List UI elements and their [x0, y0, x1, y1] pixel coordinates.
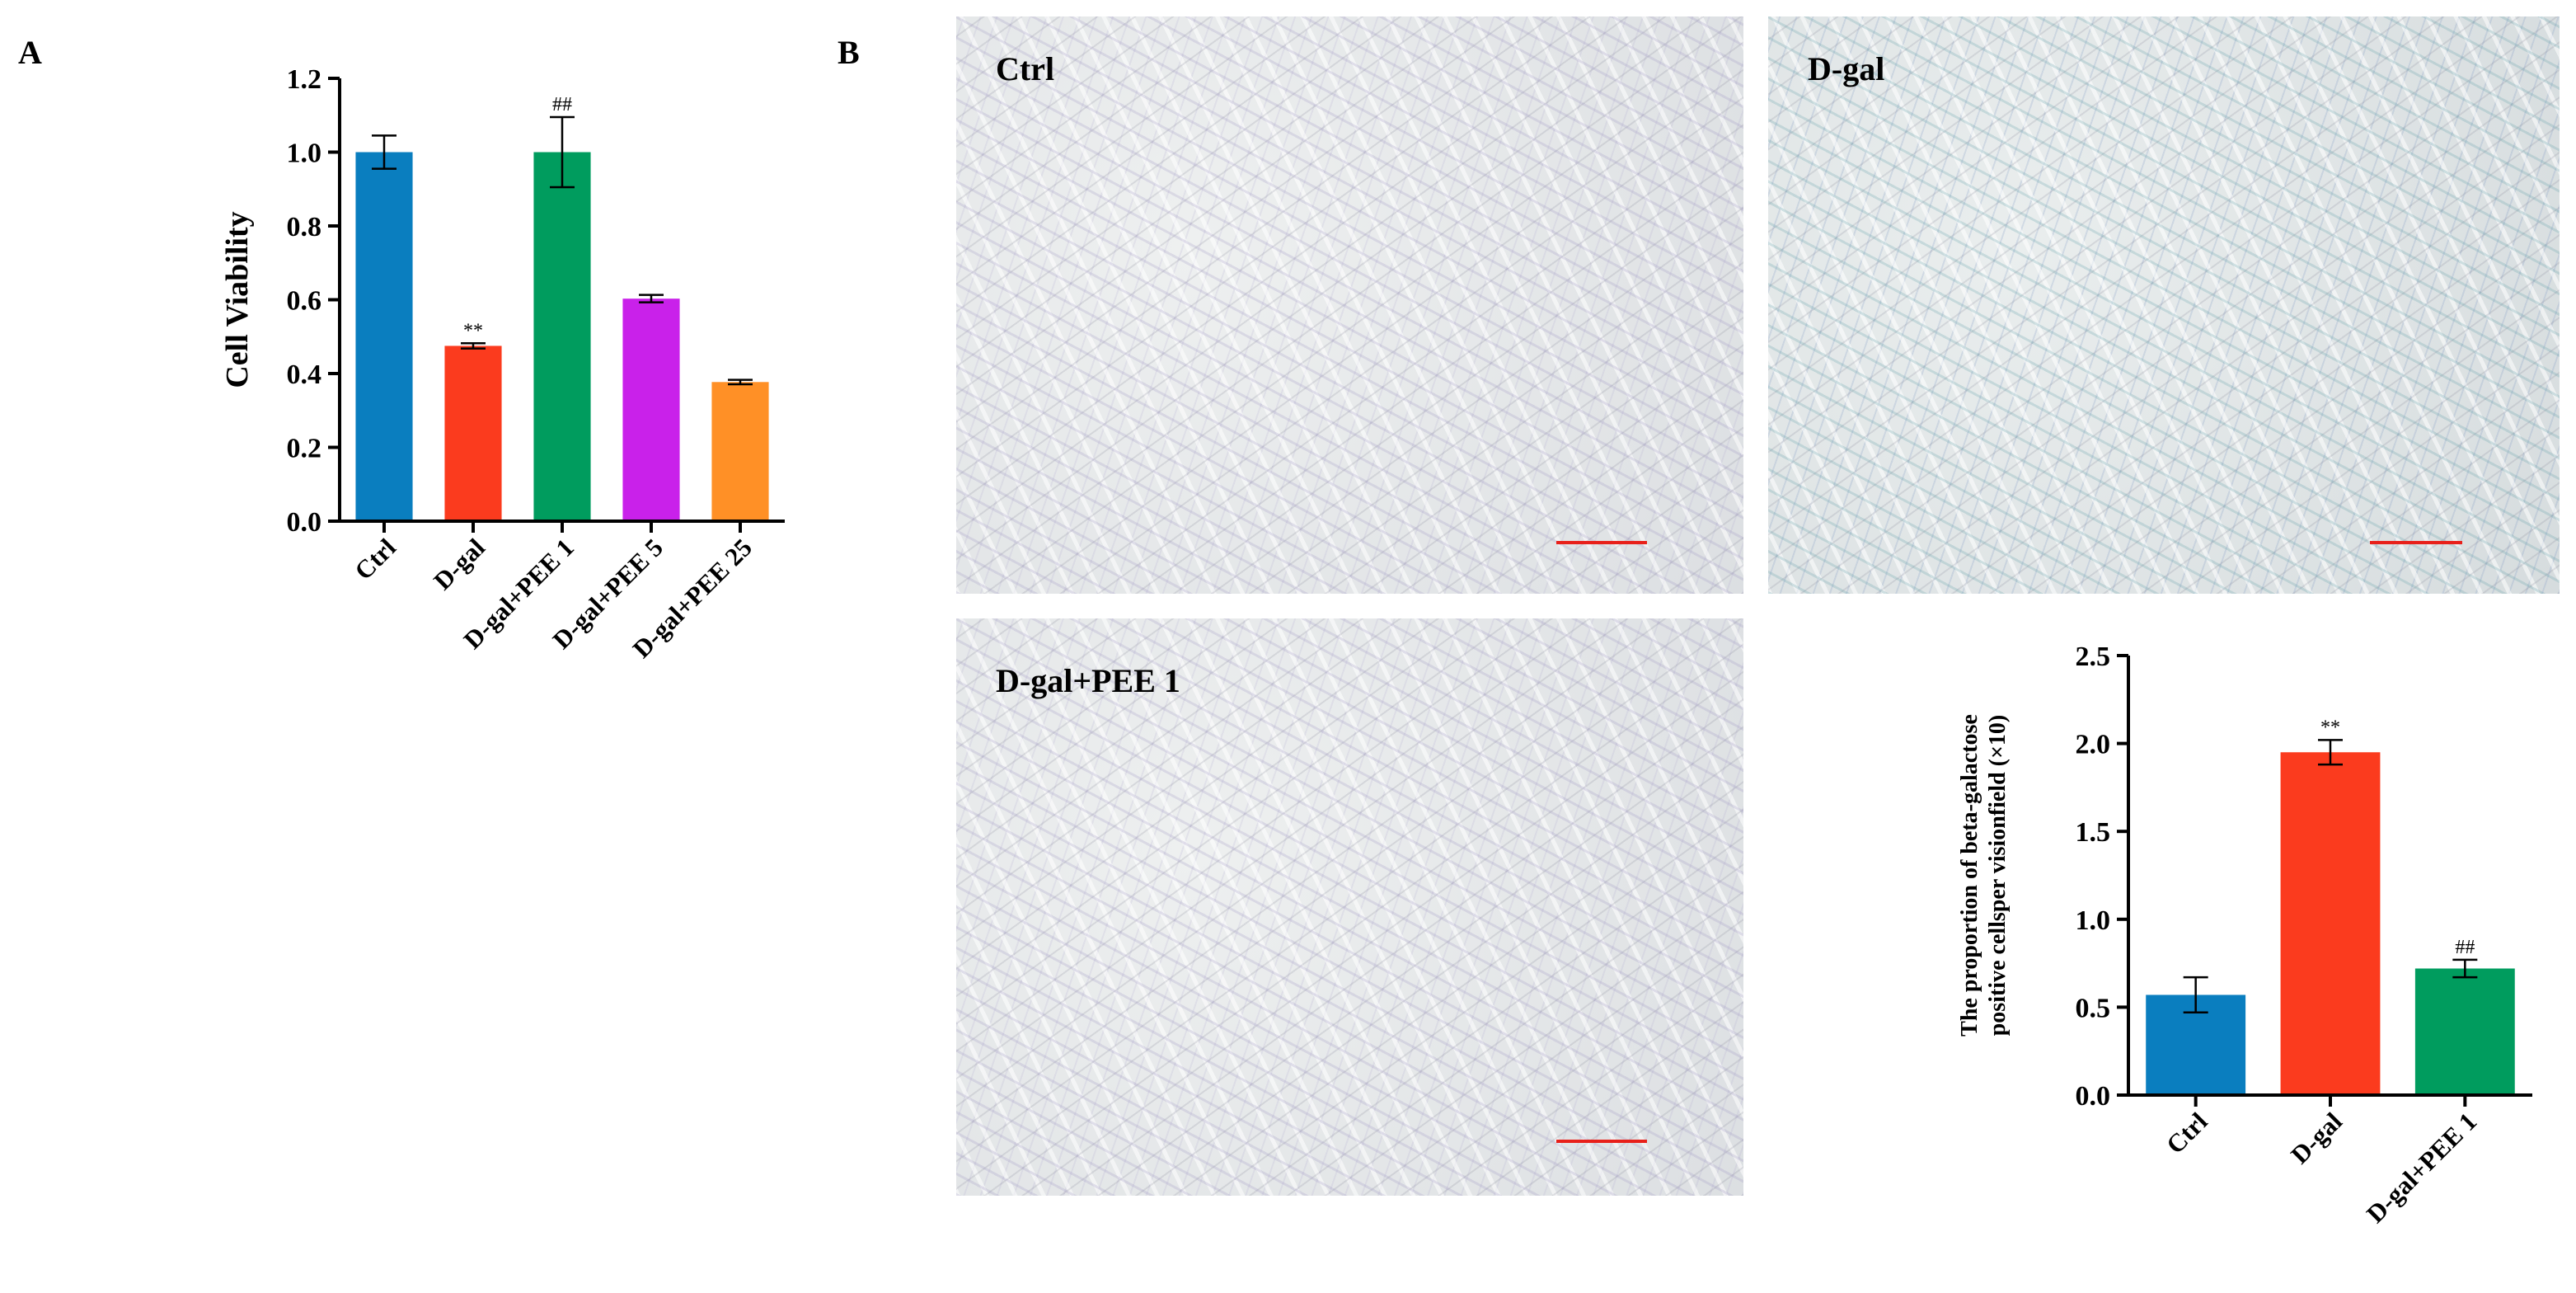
scale-bar [1556, 541, 1647, 544]
y-tick-label: 0.0 [287, 507, 322, 538]
micrograph-label-dgal-pee1: D-gal+PEE 1 [996, 662, 1180, 699]
bar [533, 152, 591, 520]
scale-bar [2370, 541, 2462, 544]
y-tick-label: 1.5 [2076, 817, 2111, 848]
y-tick-label: 2.5 [2076, 642, 2111, 672]
category-label: D-gal [428, 533, 490, 595]
beta-gal-proportion-chart: 0.0 0.5 1.0 1.5 2.0 2.5 The proportion of beta… [1957, 642, 2532, 1229]
y-tick-label: 0.6 [287, 286, 322, 317]
cell-viability-chart: 0.0 0.2 0.4 0.6 0.8 1.0 1.2 Cell Viability Ctrl *… [220, 64, 785, 664]
bar [711, 382, 769, 520]
y-tick-label: 2.0 [2076, 730, 2111, 760]
category-label: D-gal+PEE 1 [2361, 1107, 2482, 1228]
panel-label-b: B [838, 34, 860, 71]
y-tick-label: 1.0 [2076, 905, 2111, 936]
bar [444, 346, 502, 520]
y-tick-label: 0.0 [2076, 1081, 2111, 1112]
y-axis-label: positive cellsper visionfield (×10) [1985, 715, 2011, 1037]
bar [2414, 968, 2515, 1093]
y-tick-label: 0.8 [287, 212, 322, 242]
micrograph-label-ctrl: Ctrl [996, 50, 1055, 87]
y-tick-label: 1.2 [287, 64, 322, 95]
significance-label: ** [463, 320, 483, 341]
y-tick-label: 0.4 [287, 360, 322, 390]
significance-label: ** [2320, 717, 2340, 738]
y-tick-label: 1.0 [287, 139, 322, 169]
scale-bar [1556, 1140, 1647, 1143]
significance-label: ## [2455, 937, 2475, 958]
y-tick-label: 0.2 [287, 434, 322, 464]
y-tick-label: 0.5 [2076, 993, 2111, 1023]
category-label: Ctrl [349, 533, 401, 585]
significance-label: ## [552, 94, 572, 115]
category-label: Ctrl [2161, 1107, 2213, 1159]
micrograph-dgal-pee1: D-gal+PEE 1 [956, 618, 1743, 1196]
micrograph-dgal: D-gal [1768, 16, 2560, 594]
bar [2280, 752, 2381, 1093]
panel-label-a: A [18, 34, 42, 71]
micrograph-label-dgal: D-gal [1808, 50, 1885, 87]
bar [355, 152, 413, 520]
bar [622, 299, 680, 520]
category-label: D-gal [2285, 1107, 2348, 1169]
y-axis-label: The proportion of beta-galactose [1957, 714, 1982, 1037]
y-axis-label: Cell Viability [220, 211, 255, 388]
micrograph-ctrl: Ctrl [956, 16, 1743, 594]
